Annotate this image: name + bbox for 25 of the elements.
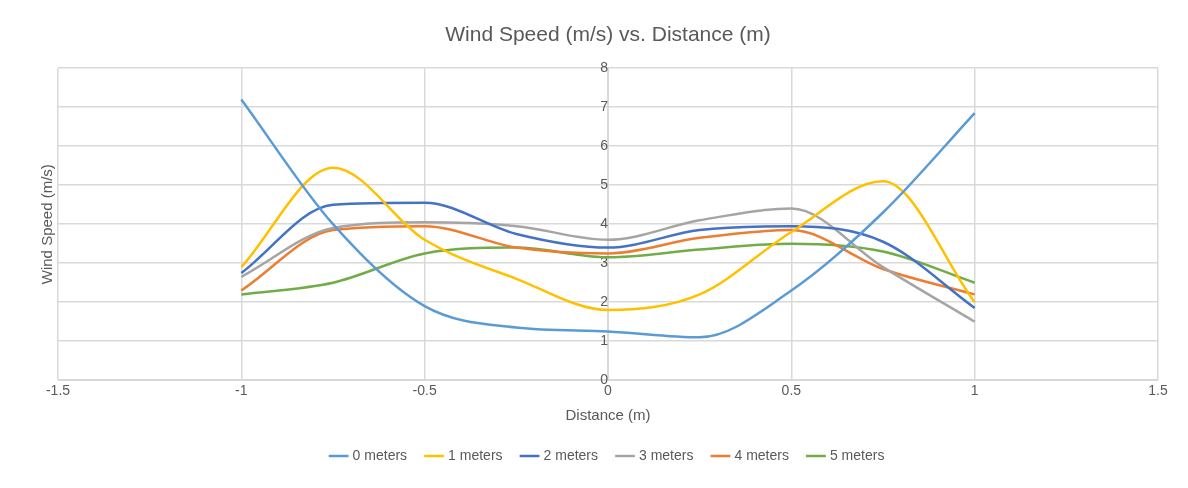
y-tick-label: 6 [600,137,609,154]
legend-label: 3 meters [639,446,694,463]
legend-label: 5 meters [829,446,885,463]
line-series [240,207,976,323]
legend-label: 4 meters [734,446,789,463]
x-tick-label: 1 [970,382,979,399]
x-tick-label: -0.5 [412,382,437,399]
legend-label: 0 meters [352,446,408,463]
x-axis-title: Distance (m) [565,406,651,424]
y-tick-label: 8 [600,59,609,76]
x-tick-label: -1 [235,382,248,399]
legend-label: 1 meters [448,446,503,463]
line-series [240,201,976,310]
y-tick-label: 1 [600,332,609,349]
chart-title: Wind Speed (m/s) vs. Distance (m) [445,22,771,46]
line-series [240,166,976,312]
y-axis-title: Wind Speed (m/s) [38,164,56,285]
y-tick-label: 7 [600,98,609,115]
x-tick-label: 0.5 [781,382,802,399]
y-tick-label: 2 [600,293,609,310]
y-tick-label: 5 [600,176,609,193]
x-tick-label: -1.5 [45,382,71,399]
x-tick-label: 1.5 [1148,382,1168,399]
legend-label: 2 meters [543,446,599,463]
y-tick-label: 4 [600,215,609,232]
